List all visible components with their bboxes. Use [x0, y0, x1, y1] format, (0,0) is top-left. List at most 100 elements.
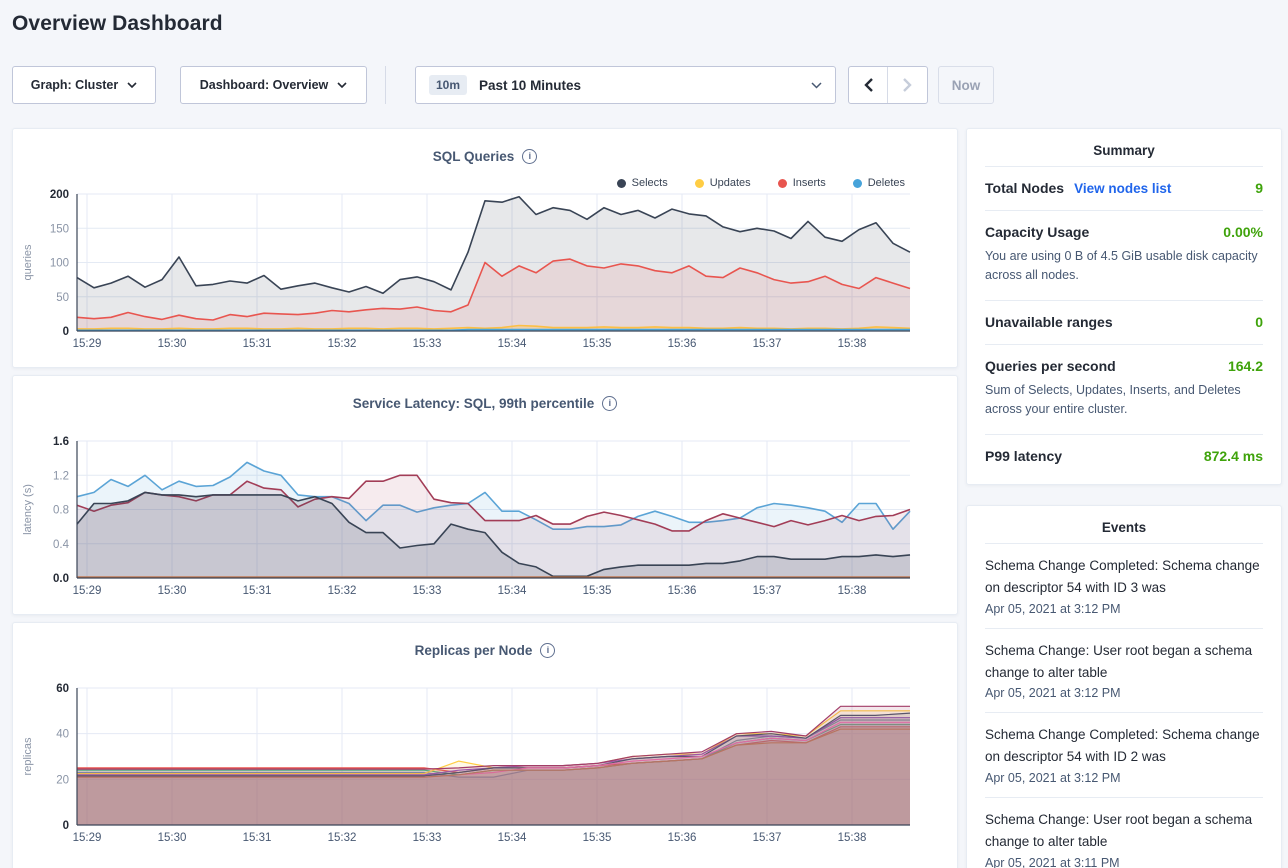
nodes-list-link[interactable]: View nodes list — [1074, 181, 1172, 196]
y-axis-label: latency (s) — [22, 484, 34, 535]
legend-label: Selects — [631, 177, 668, 189]
legend-dot — [852, 178, 862, 188]
summary-label: Queries per second — [985, 357, 1116, 374]
summary-row-qps: Queries per second 164.2 Sum of Selects,… — [985, 343, 1263, 434]
summary-label: Unavailable ranges — [985, 313, 1113, 330]
series-area — [77, 713, 910, 825]
series-area — [77, 729, 910, 825]
event-timestamp: Apr 05, 2021 at 3:11 PM — [985, 855, 1120, 868]
y-tick-label: 1.2 — [53, 470, 69, 482]
x-tick-label: 15:35 — [583, 338, 612, 350]
x-tick-label: 15:33 — [413, 832, 442, 844]
x-tick-label: 15:32 — [328, 338, 357, 350]
x-tick-label: 15:33 — [413, 585, 442, 597]
sql-queries-chart: 15:29 15:30 15:31 15:32 15:33 15:34 15:35 15:36… — [22, 189, 911, 350]
summary-value: 0 — [1255, 313, 1263, 330]
x-tick-label: 15:35 — [583, 585, 612, 597]
sql-queries-card: SQL Queries i Selects Updates Inserts De… — [12, 128, 958, 368]
series-area — [77, 475, 910, 578]
event-item[interactable]: Schema Change: User root began a schema … — [985, 797, 1263, 868]
summary-label: P99 latency — [985, 447, 1063, 464]
summary-description: Sum of Selects, Updates, Inserts, and De… — [985, 382, 1241, 417]
legend-item: Updates — [694, 177, 751, 189]
summary-label: Total Nodes — [985, 180, 1065, 196]
y-tick-label: 150 — [50, 223, 69, 235]
legend-item: Inserts — [777, 177, 826, 189]
event-text: Schema Change: User root began a schema … — [985, 642, 1253, 680]
legend-dot — [777, 178, 787, 188]
dashboard-dropdown[interactable]: Dashboard: Overview — [180, 66, 367, 104]
series-area — [77, 492, 910, 578]
y-tick-label: 0.4 — [53, 539, 70, 551]
x-tick-label: 15:30 — [158, 832, 187, 844]
prev-time-button[interactable] — [849, 67, 889, 103]
y-tick-label: 200 — [50, 189, 69, 201]
series-line — [77, 324, 911, 330]
x-tick-label: 15:35 — [583, 832, 612, 844]
graph-dropdown-label: Graph: Cluster — [30, 78, 119, 92]
x-tick-label: 15:30 — [158, 338, 187, 350]
summary-description: You are using 0 B of 4.5 GiB usable disk… — [985, 249, 1258, 283]
y-tick-label: 40 — [56, 729, 69, 741]
summary-row-capacity: Capacity Usage 0.00% You are using 0 B o… — [985, 210, 1263, 300]
event-text: Schema Change Completed: Schema change o… — [985, 558, 1260, 595]
time-range-select[interactable]: 10m Past 10 Minutes — [415, 66, 836, 104]
info-icon[interactable]: i — [540, 642, 556, 658]
series-line — [76, 491, 911, 578]
x-tick-label: 15:31 — [243, 338, 272, 350]
y-tick-label: 50 — [56, 292, 69, 304]
time-range-badge: 10m — [429, 75, 468, 95]
x-tick-label: 15:33 — [413, 338, 442, 350]
series-area — [77, 259, 910, 331]
now-button[interactable]: Now — [938, 66, 994, 104]
x-tick-label: 15:31 — [243, 832, 272, 844]
graph-dropdown[interactable]: Graph: Cluster — [12, 66, 156, 104]
event-text: Schema Change: User root began a schema … — [985, 812, 1253, 850]
x-tick-label: 15:32 — [328, 585, 357, 597]
x-tick-label: 15:29 — [73, 585, 102, 597]
summary-row-total-nodes: Total Nodes View nodes list 9 — [985, 166, 1263, 210]
x-tick-label: 15:32 — [328, 832, 357, 844]
x-tick-label: 15:37 — [753, 832, 782, 844]
y-axis-label: replicas — [22, 737, 34, 775]
chevron-down-icon — [811, 81, 822, 89]
series-area — [77, 726, 910, 825]
events-title: Events — [1101, 520, 1147, 535]
y-tick-label: 100 — [50, 258, 69, 270]
event-item[interactable]: Schema Change Completed: Schema change o… — [985, 543, 1263, 628]
x-tick-label: 15:36 — [668, 585, 697, 597]
y-tick-label: 60 — [56, 683, 69, 695]
y-tick-label: 1.6 — [53, 436, 69, 448]
event-item[interactable]: Schema Change Completed: Schema change o… — [985, 712, 1263, 797]
event-text: Schema Change Completed: Schema change o… — [985, 727, 1260, 765]
x-tick-label: 15:37 — [753, 338, 782, 350]
y-tick-label: 20 — [56, 774, 69, 786]
event-item[interactable]: Schema Change: User root began a schema … — [985, 627, 1263, 713]
x-tick-label: 15:29 — [73, 832, 102, 844]
info-icon[interactable]: i — [602, 395, 618, 411]
summary-label: Capacity Usage — [985, 224, 1090, 240]
y-tick-label: 0 — [63, 820, 69, 832]
x-tick-label: 15:37 — [753, 585, 782, 597]
series-line — [77, 328, 910, 332]
series-area — [77, 710, 910, 825]
chevron-down-icon — [337, 82, 347, 88]
dashboard-dropdown-label: Dashboard: Overview — [199, 78, 329, 92]
chevron-down-icon — [127, 82, 137, 88]
event-timestamp: Apr 05, 2021 at 3:12 PM — [985, 601, 1121, 616]
legend-label: Deletes — [867, 177, 905, 189]
chevron-left-icon — [863, 78, 873, 92]
y-tick-label: 0 — [63, 326, 69, 338]
info-icon[interactable]: i — [522, 148, 538, 164]
summary-value: 164.2 — [1227, 357, 1263, 374]
next-time-button[interactable] — [888, 67, 927, 103]
series-line — [76, 195, 911, 295]
legend-item: Deletes — [852, 177, 905, 189]
series-line — [77, 728, 910, 778]
x-tick-label: 15:38 — [838, 338, 867, 350]
x-tick-label: 15:30 — [158, 585, 187, 597]
y-axis-label: queries — [22, 244, 34, 281]
summary-value: 872.4 ms — [1203, 447, 1263, 464]
summary-value: 9 — [1255, 180, 1263, 196]
series-area — [77, 717, 910, 825]
